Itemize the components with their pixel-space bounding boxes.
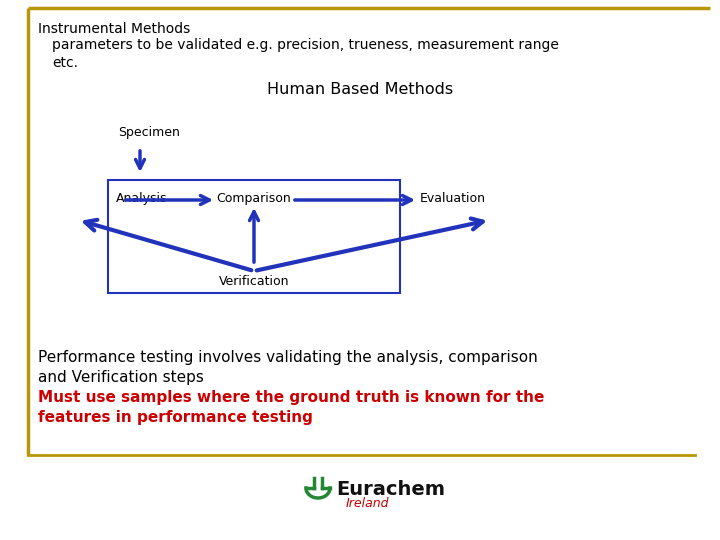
Text: Evaluation: Evaluation <box>420 192 486 205</box>
Text: Human Based Methods: Human Based Methods <box>267 82 453 97</box>
Text: features in performance testing: features in performance testing <box>38 410 313 425</box>
Text: etc.: etc. <box>52 56 78 70</box>
Text: and Verification steps: and Verification steps <box>38 370 204 385</box>
Text: Analysis: Analysis <box>116 192 168 205</box>
Text: Ireland: Ireland <box>346 497 390 510</box>
Text: Eurachem: Eurachem <box>336 480 445 499</box>
Text: Comparison: Comparison <box>217 192 292 205</box>
Text: Verification: Verification <box>219 275 289 288</box>
Text: parameters to be validated e.g. precision, trueness, measurement range: parameters to be validated e.g. precisio… <box>52 38 559 52</box>
Text: Specimen: Specimen <box>118 126 180 139</box>
Text: Instrumental Methods: Instrumental Methods <box>38 22 190 36</box>
Text: Must use samples where the ground truth is known for the: Must use samples where the ground truth … <box>38 390 544 405</box>
Bar <box>108 180 400 293</box>
Text: Performance testing involves validating the analysis, comparison: Performance testing involves validating … <box>38 350 538 365</box>
